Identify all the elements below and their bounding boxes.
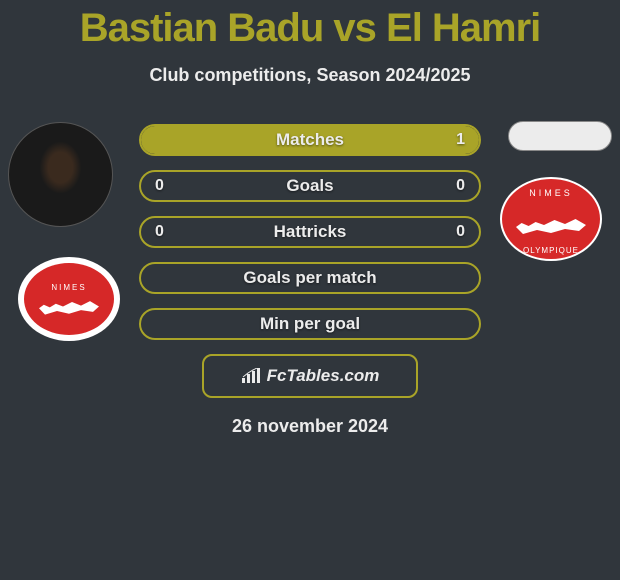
stat-label: Hattricks [274,222,347,242]
watermark-text: FcTables.com [267,366,380,386]
comparison-subtitle: Club competitions, Season 2024/2025 [0,65,620,86]
comparison-date: 26 november 2024 [0,416,620,437]
badge-text-bot: OLYMPIQUE [523,246,579,255]
stat-row: Min per goal [139,308,481,340]
player-right-avatar-placeholder [508,121,612,151]
stat-row: Matches 1 [139,124,481,156]
stat-label: Min per goal [260,314,360,334]
stat-value-right: 1 [456,131,465,149]
stat-label: Matches [276,130,344,150]
crocodile-icon [39,298,99,316]
stat-label: Goals per match [243,268,376,288]
chart-bars-icon [241,368,261,384]
badge-text-top: NIMES [529,188,573,198]
stats-list: Matches 1 0 Goals 0 0 Hattricks 0 Goals per matc… [139,124,481,340]
comparison-container: NIMES NIMES OLYMPIQUE Matches 1 0 Goals 0 0 Ha… [0,124,620,437]
player-right-club-badge: NIMES OLYMPIQUE [500,177,602,261]
badge-inner: NIMES OLYMPIQUE [502,179,600,259]
stat-row: 0 Goals 0 [139,170,481,202]
badge-text: NIMES [51,283,86,292]
stat-value-left: 0 [155,223,164,241]
crocodile-icon [516,215,586,235]
stat-label: Goals [286,176,333,196]
badge-inner: NIMES [24,263,114,335]
avatar-face-placeholder [17,131,104,218]
player-left-club-badge: NIMES [18,257,120,341]
stat-row: 0 Hattricks 0 [139,216,481,248]
player-left-avatar [8,122,113,227]
stat-row: Goals per match [139,262,481,294]
comparison-title: Bastian Badu vs El Hamri [0,0,620,51]
stat-value-right: 0 [456,177,465,195]
stat-value-left: 0 [155,177,164,195]
stat-value-right: 0 [456,223,465,241]
watermark-box: FcTables.com [202,354,418,398]
